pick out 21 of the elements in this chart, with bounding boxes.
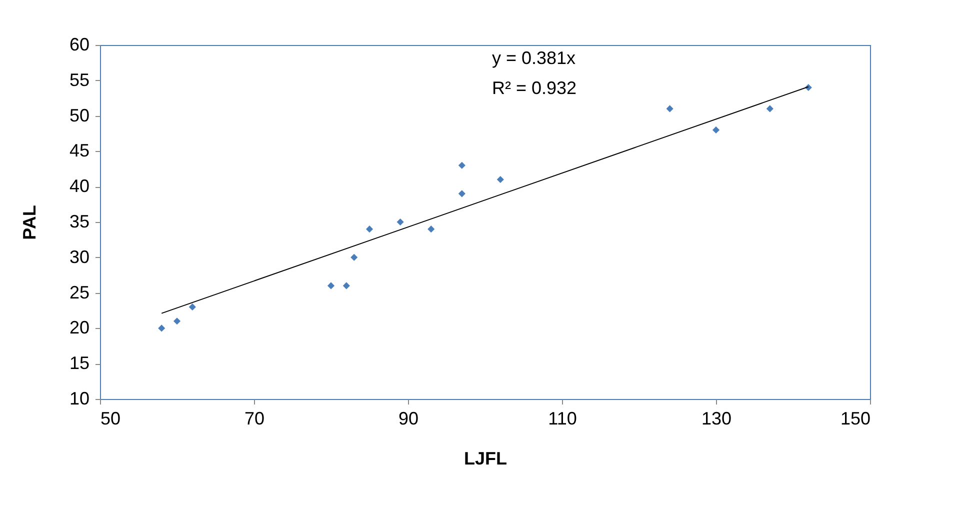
x-tick-label: 110 (548, 408, 577, 428)
x-tick-label: 70 (244, 408, 265, 428)
annotation: y = 0.381x (492, 48, 576, 68)
x-axis-title: LJFL (464, 448, 507, 468)
y-tick-label: 50 (69, 105, 90, 126)
y-tick-label: 45 (69, 140, 90, 161)
x-tick-label: 90 (398, 408, 419, 428)
y-tick-label: 55 (69, 70, 90, 90)
y-tick-label: 60 (69, 34, 90, 54)
y-tick-label: 40 (69, 176, 90, 196)
y-tick-label: 35 (69, 212, 90, 232)
annotation: R² = 0.932 (492, 78, 577, 98)
y-tick-label: 15 (69, 353, 90, 374)
x-tick-label: 50 (100, 408, 121, 428)
y-tick-label: 10 (69, 388, 90, 408)
y-axis-title: PAL (19, 205, 40, 240)
x-tick-label: 130 (701, 408, 732, 428)
y-tick-label: 20 (69, 318, 90, 338)
x-tick-label: 150 (840, 408, 870, 428)
y-tick-label: 30 (69, 246, 90, 267)
y-tick-label: 25 (69, 282, 90, 302)
